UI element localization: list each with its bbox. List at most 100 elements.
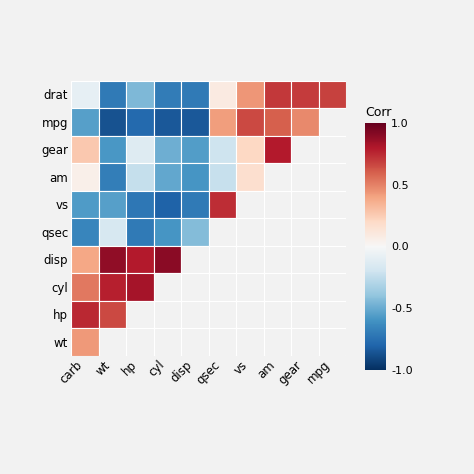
Bar <box>209 191 236 218</box>
Bar <box>99 301 126 328</box>
Bar <box>126 81 154 108</box>
Bar <box>236 136 264 163</box>
Bar <box>71 108 99 136</box>
Bar <box>291 328 319 356</box>
Bar <box>181 191 209 218</box>
Bar <box>154 81 181 108</box>
Bar <box>209 163 236 191</box>
Bar <box>126 246 154 273</box>
Bar <box>236 301 264 328</box>
Bar <box>319 81 346 108</box>
Bar <box>209 273 236 301</box>
Bar <box>291 191 319 218</box>
Bar <box>319 273 346 301</box>
Bar <box>71 136 99 163</box>
Bar <box>291 273 319 301</box>
Bar <box>71 81 99 108</box>
Bar <box>291 163 319 191</box>
Text: Corr: Corr <box>365 106 392 119</box>
Bar <box>181 328 209 356</box>
Bar <box>126 218 154 246</box>
Bar <box>209 136 236 163</box>
Bar <box>71 191 99 218</box>
Bar <box>71 328 99 356</box>
Bar <box>181 108 209 136</box>
Bar <box>71 246 99 273</box>
Bar <box>264 218 291 246</box>
Bar <box>154 163 181 191</box>
Bar <box>181 81 209 108</box>
Bar <box>71 163 99 191</box>
Bar <box>209 108 236 136</box>
Bar <box>71 273 99 301</box>
Bar <box>236 163 264 191</box>
Bar <box>154 136 181 163</box>
Bar <box>236 191 264 218</box>
Bar <box>154 191 181 218</box>
Bar <box>71 301 99 328</box>
Bar <box>264 328 291 356</box>
Bar <box>209 328 236 356</box>
Bar <box>126 163 154 191</box>
Bar <box>319 136 346 163</box>
Bar <box>71 218 99 246</box>
Bar <box>264 273 291 301</box>
Bar <box>181 136 209 163</box>
Bar <box>236 81 264 108</box>
Bar <box>126 328 154 356</box>
Bar <box>291 301 319 328</box>
Bar <box>264 163 291 191</box>
Bar <box>181 273 209 301</box>
Bar <box>236 108 264 136</box>
Bar <box>99 136 126 163</box>
Bar <box>209 301 236 328</box>
Bar <box>209 81 236 108</box>
Bar <box>99 328 126 356</box>
Bar <box>319 301 346 328</box>
Bar <box>154 328 181 356</box>
Bar <box>154 246 181 273</box>
Bar <box>181 163 209 191</box>
Bar <box>209 246 236 273</box>
Bar <box>126 108 154 136</box>
Bar <box>126 136 154 163</box>
Bar <box>99 163 126 191</box>
Bar <box>236 328 264 356</box>
Bar <box>291 81 319 108</box>
Bar <box>264 191 291 218</box>
Bar <box>99 218 126 246</box>
Bar <box>264 81 291 108</box>
Bar <box>319 108 346 136</box>
Bar <box>319 218 346 246</box>
Bar <box>126 191 154 218</box>
Bar <box>99 81 126 108</box>
Bar <box>319 191 346 218</box>
Bar <box>99 273 126 301</box>
Bar <box>291 136 319 163</box>
Bar <box>236 218 264 246</box>
Bar <box>126 301 154 328</box>
Bar <box>126 273 154 301</box>
Bar <box>319 246 346 273</box>
Bar <box>291 108 319 136</box>
Bar <box>264 246 291 273</box>
Bar <box>181 301 209 328</box>
Bar <box>264 108 291 136</box>
Bar <box>319 163 346 191</box>
Bar <box>319 328 346 356</box>
Bar <box>154 218 181 246</box>
Bar <box>154 301 181 328</box>
Bar <box>264 136 291 163</box>
Bar <box>154 273 181 301</box>
Bar <box>154 108 181 136</box>
Bar <box>99 108 126 136</box>
Bar <box>181 246 209 273</box>
Bar <box>99 191 126 218</box>
Bar <box>291 246 319 273</box>
Bar <box>291 218 319 246</box>
Bar <box>99 246 126 273</box>
Bar <box>236 246 264 273</box>
Bar <box>236 273 264 301</box>
Bar <box>264 301 291 328</box>
Bar <box>209 218 236 246</box>
